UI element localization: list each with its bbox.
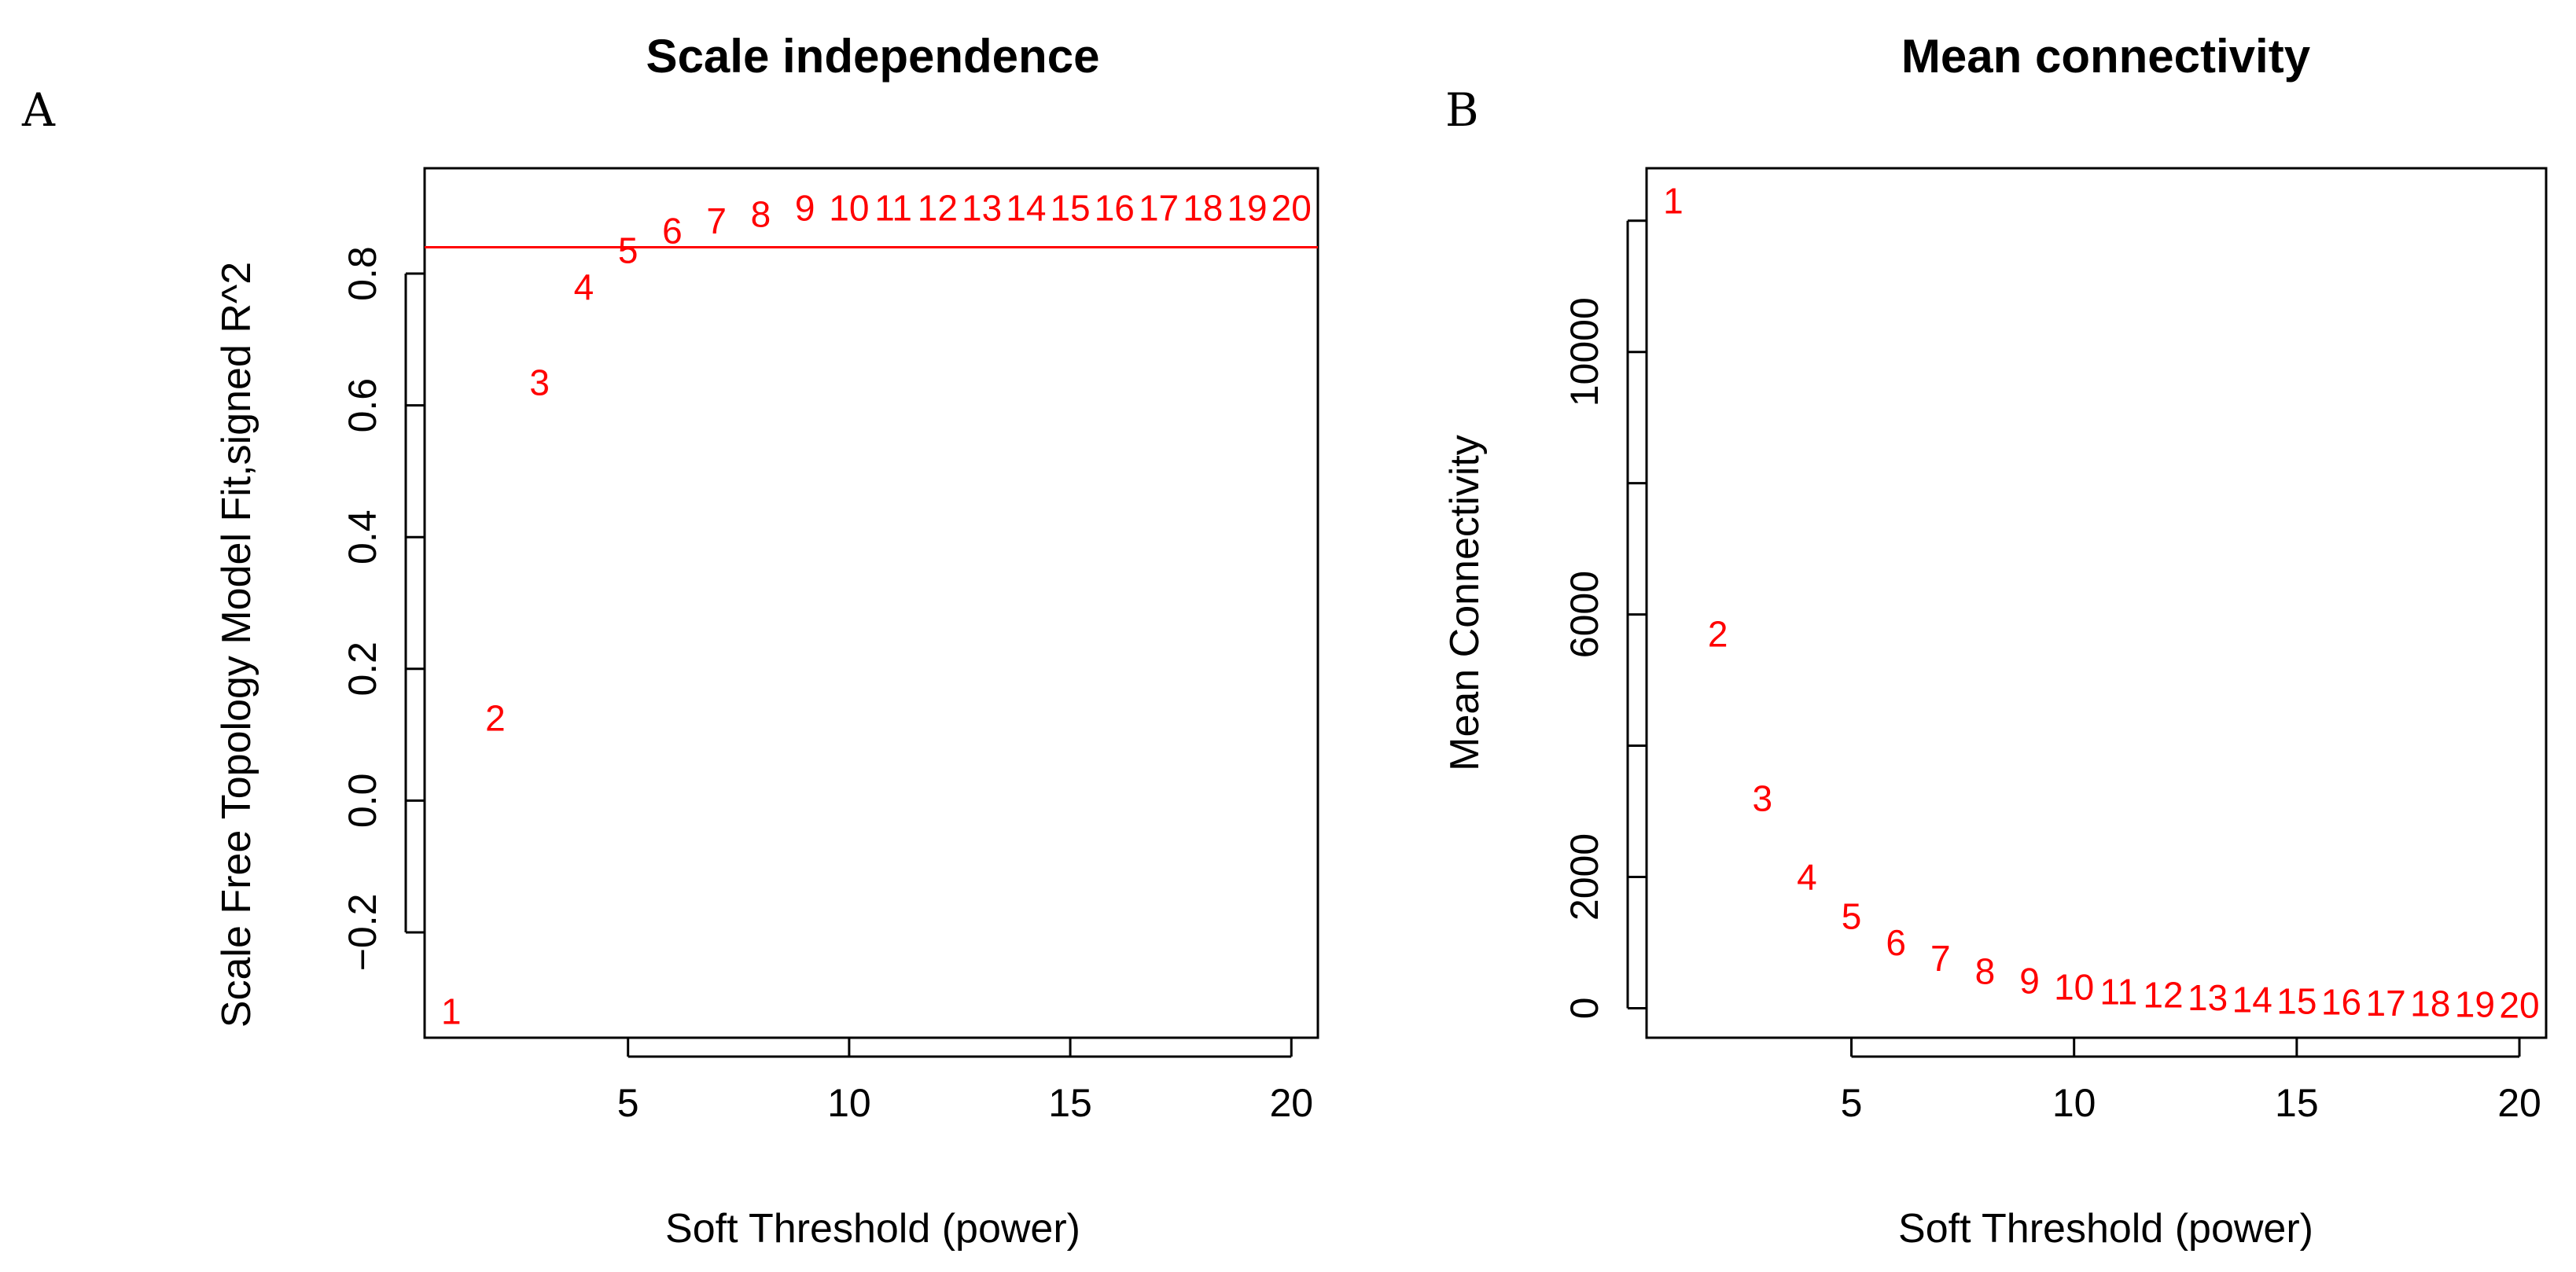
panel-b-plot-frame <box>1645 167 2548 1039</box>
panel-b: B Mean connectivity Soft Threshold (powe… <box>1442 30 2548 1252</box>
panel-b-x-ticks: 5 10 15 20 <box>1841 1038 2541 1125</box>
panel-a-point-label: 9 <box>795 187 815 228</box>
panel-a-point-label: 15 <box>1050 187 1090 228</box>
panel-b-point-label: 4 <box>1797 856 1817 897</box>
panel-b-point-label: 9 <box>2019 960 2040 1001</box>
panel-b-x-tick-label: 15 <box>2275 1081 2319 1125</box>
panel-a-point-label: 5 <box>618 230 638 271</box>
panel-a-letter: A <box>21 83 56 137</box>
panel-a-point-label: 2 <box>485 698 506 739</box>
panel-a-y-axis-label: Scale Free Topology Model Fit,signed R^2 <box>214 262 259 1028</box>
panel-b-y-axis-label: Mean Connectivity <box>1442 435 1488 771</box>
panel-a-y-tick-label: 0.4 <box>340 509 385 564</box>
panel-a-title: Scale independence <box>646 30 1100 83</box>
panel-a-y-tick-label: 0.6 <box>340 378 385 433</box>
panel-b-y-tick-label: 6000 <box>1562 571 1606 658</box>
panel-a-point-label: 10 <box>829 187 869 228</box>
panel-a-x-axis-label: Soft Threshold (power) <box>665 1206 1080 1252</box>
panel-b-point-label: 20 <box>2499 984 2539 1025</box>
panel-a-point-label: 18 <box>1183 187 1223 228</box>
panel-b-point-label: 2 <box>1708 614 1728 655</box>
panel-a-point-label: 7 <box>706 200 727 241</box>
panel-a-x-tick-label: 15 <box>1048 1081 1092 1125</box>
panel-a: A Scale independence Soft Threshold (pow… <box>21 30 1319 1252</box>
panel-b-y-tick-label: 0 <box>1562 998 1606 1020</box>
panel-b-point-label: 17 <box>2366 983 2406 1024</box>
panel-a-x-tick-label: 10 <box>827 1081 871 1125</box>
panel-b-point-label: 13 <box>2188 977 2228 1018</box>
panel-a-y-ticks: −0.2 0.0 0.2 0.4 0.6 0.8 <box>340 246 425 971</box>
panel-b-y-tick-label: 2000 <box>1562 833 1606 921</box>
panel-a-point-label: 6 <box>662 211 683 252</box>
panel-b-point-label: 7 <box>1930 938 1951 979</box>
panel-b-point-label: 5 <box>1842 896 1862 937</box>
panel-b-point-label: 8 <box>1975 951 1996 992</box>
panel-a-point-label: 4 <box>574 267 594 307</box>
panel-a-point-label: 13 <box>962 187 1002 228</box>
panel-b-letter: B <box>1445 83 1479 137</box>
panel-b-point-label: 19 <box>2455 983 2495 1024</box>
panel-b-point-label: 11 <box>2099 972 2137 1013</box>
panel-b-title: Mean connectivity <box>1901 30 2311 83</box>
panel-b-y-ticks: 0 2000 6000 10000 <box>1562 219 1647 1020</box>
panel-a-point-label: 20 <box>1271 187 1312 228</box>
panel-b-point-label: 15 <box>2276 980 2317 1021</box>
panel-a-x-ticks: 5 10 15 20 <box>617 1038 1313 1125</box>
panel-b-x-tick-label: 20 <box>2497 1081 2541 1125</box>
panel-b-point-label: 1 <box>1663 181 1684 222</box>
panel-a-point-label: 14 <box>1006 187 1046 228</box>
panel-b-point-label: 10 <box>2054 967 2094 1008</box>
panel-b-x-axis-label: Soft Threshold (power) <box>1898 1206 2313 1252</box>
panel-b-point-label: 16 <box>2321 982 2361 1023</box>
panel-a-y-tick-label: 0.2 <box>340 642 385 697</box>
panel-a-y-tick-label: −0.2 <box>340 894 385 972</box>
panel-a-point-label: 19 <box>1227 187 1267 228</box>
panel-a-point-label: 17 <box>1139 187 1179 228</box>
panel-b-point-label: 18 <box>2410 983 2450 1024</box>
panel-b-x-tick-label: 10 <box>2052 1081 2096 1125</box>
panel-a-point-label: 16 <box>1095 187 1135 228</box>
panel-b-point-label: 12 <box>2143 975 2183 1016</box>
panel-a-point-label: 3 <box>529 362 550 403</box>
panel-a-point-label: 8 <box>751 194 771 235</box>
panel-a-y-tick-label: 0.8 <box>340 246 385 301</box>
panel-b-y-tick-label: 10000 <box>1562 297 1606 406</box>
panel-a-point-label: 12 <box>918 187 958 228</box>
panel-a-y-tick-label: 0.0 <box>340 774 385 829</box>
panel-b-point-label: 6 <box>1886 922 1906 963</box>
panel-a-x-tick-label: 20 <box>1269 1081 1313 1125</box>
panel-a-x-tick-label: 5 <box>617 1081 639 1125</box>
panel-a-point-label: 11 <box>874 187 912 228</box>
panel-b-x-tick-label: 5 <box>1841 1081 1863 1125</box>
panel-a-point-label: 1 <box>441 991 462 1031</box>
panel-b-point-label: 14 <box>2232 980 2272 1020</box>
panel-b-point-label: 3 <box>1752 778 1772 818</box>
panel-a-plot-frame <box>423 167 1319 1039</box>
